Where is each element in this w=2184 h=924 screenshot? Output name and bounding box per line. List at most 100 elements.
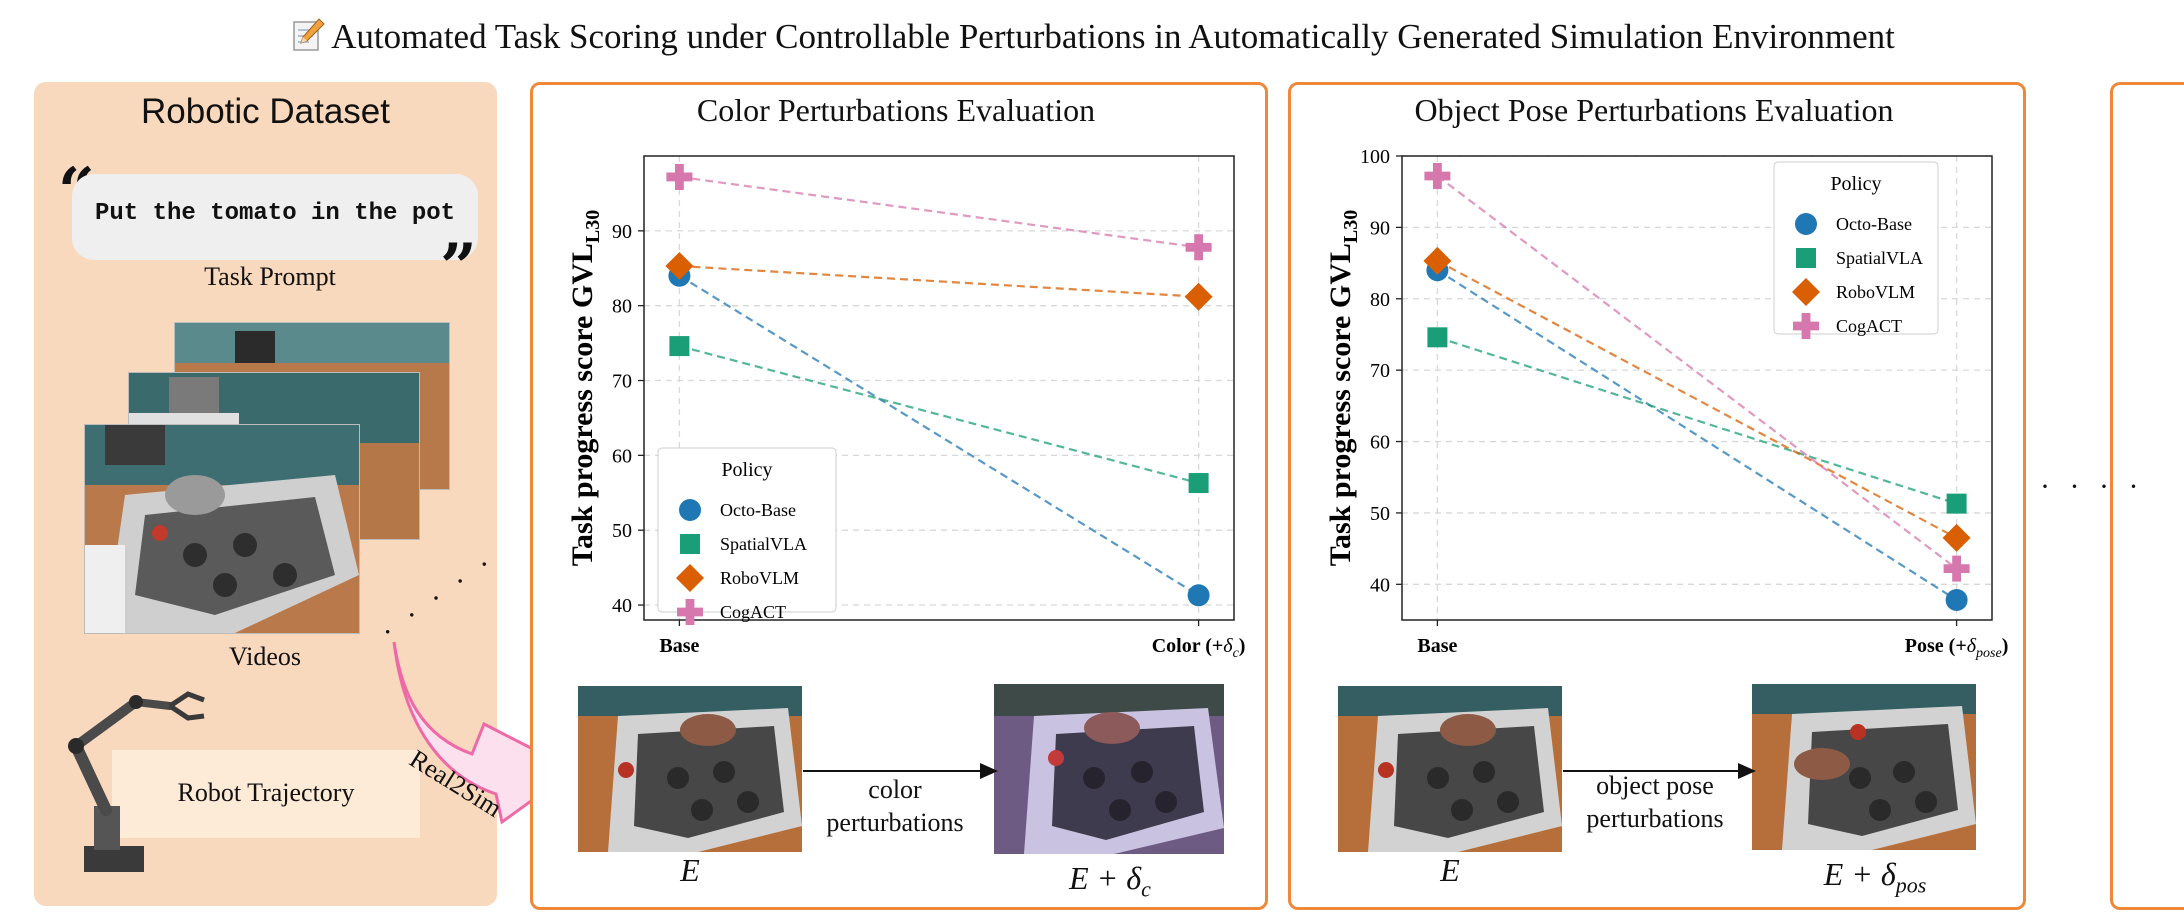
series-line-robovlm bbox=[1436, 259, 1958, 539]
y-tick-label-2: 60 bbox=[612, 445, 632, 467]
series-line-cogact bbox=[1436, 175, 1958, 570]
series-line-cogact bbox=[679, 175, 1199, 249]
legend-label-cogact: CogACT bbox=[1836, 316, 1902, 336]
color-panel-title: Color Perturbations Evaluation bbox=[696, 92, 1096, 128]
y-tick-label-5: 90 bbox=[612, 221, 632, 243]
x-tick-label-1: Pose (+δpose) bbox=[1905, 635, 2009, 661]
dataset-heading: Robotic Dataset bbox=[140, 92, 391, 131]
y-tick-label-4: 80 bbox=[612, 296, 632, 318]
pose-arrow-line bbox=[1563, 770, 1745, 772]
legend-label-octo-base: Octo-Base bbox=[720, 500, 796, 520]
title-text: Automated Task Scoring under Controllabl… bbox=[331, 17, 1895, 56]
pose-perturbation-chart: 40 50 60 70 80 90 100 Base Pose (+δpose) Task pro… bbox=[1324, 146, 2009, 661]
color-caption-after-text: E + δ bbox=[1069, 860, 1142, 896]
next-panel-edge bbox=[2110, 82, 2184, 910]
point-spatialvla-0 bbox=[669, 336, 690, 357]
y-axis-label: Task progress score GVLL30 bbox=[566, 210, 604, 566]
legend-title: Policy bbox=[1830, 173, 1881, 195]
plot-frame bbox=[643, 155, 1235, 621]
color-caption-after: E + δc bbox=[1020, 860, 1200, 902]
point-robovlm-1 bbox=[1184, 282, 1213, 311]
y-tick-label-4: 80 bbox=[1370, 289, 1390, 311]
y-tick-label-2: 60 bbox=[1370, 432, 1390, 454]
pose-caption-after: E + δpos bbox=[1780, 856, 1970, 898]
point-cogact-0 bbox=[666, 163, 693, 190]
y-tick-label-1: 50 bbox=[1370, 503, 1390, 525]
pose-arrow-caption-line2: perturbations bbox=[1586, 803, 1724, 833]
series-line-spatialvla bbox=[1437, 336, 1957, 505]
point-octo-base-1 bbox=[1945, 589, 1968, 612]
legend-marker-spatialvla bbox=[1796, 248, 1816, 268]
real2sim-arrow-icon bbox=[392, 641, 577, 825]
trajectory-label: Robot Trajectory bbox=[177, 778, 355, 807]
trajectory-box bbox=[112, 750, 420, 838]
y-tick-label-6: 100 bbox=[1360, 146, 1390, 168]
y-tick-label-3: 70 bbox=[1370, 360, 1390, 382]
point-spatialvla-1 bbox=[1946, 493, 1967, 514]
color-caption-after-sub: c bbox=[1141, 876, 1151, 902]
legend-marker-octo-base bbox=[1795, 213, 1817, 235]
legend-marker-robovlm bbox=[676, 564, 704, 592]
point-cogact-0 bbox=[1424, 162, 1451, 189]
pose-arrow-caption: object pose perturbations bbox=[1560, 770, 1750, 835]
y-tick-label-3: 70 bbox=[612, 371, 632, 393]
series-line-octo-base bbox=[678, 274, 1200, 597]
videos-label: Videos bbox=[228, 642, 302, 671]
legend-title: Policy bbox=[721, 459, 772, 481]
point-octo-base-1 bbox=[1187, 584, 1210, 607]
y-axis-label: Task progress score GVLL30 bbox=[1324, 210, 1362, 566]
color-arrow-caption-line1: color bbox=[868, 775, 922, 804]
memo-icon bbox=[293, 18, 325, 51]
point-robovlm-0 bbox=[1423, 246, 1452, 275]
color-caption-before: E bbox=[680, 852, 700, 888]
series-line-spatialvla bbox=[679, 345, 1199, 485]
legend-marker-cogact bbox=[1793, 313, 1819, 339]
color-arrow-caption: color perturbations bbox=[800, 774, 990, 839]
point-robovlm-1 bbox=[1942, 523, 1971, 552]
pose-arrow-caption-line1: object pose bbox=[1596, 771, 1714, 800]
legend-label-spatialvla: SpatialVLA bbox=[720, 534, 807, 554]
legend-marker-cogact bbox=[677, 599, 703, 625]
pose-caption-after-text: E + δ bbox=[1823, 856, 1896, 892]
color-scene-before bbox=[578, 686, 802, 852]
pose-caption-after-sub: pos bbox=[1895, 872, 1927, 898]
y-tick-label-5: 90 bbox=[1370, 217, 1390, 239]
close-quote-icon: ” bbox=[440, 230, 477, 305]
pose-arrowhead-icon bbox=[1738, 763, 1756, 779]
series-line-robovlm bbox=[679, 264, 1199, 298]
point-cogact-1 bbox=[1185, 234, 1212, 261]
pose-panel-title: Object Pose Perturbations Evaluation bbox=[1414, 92, 1894, 128]
video-frame-1 bbox=[84, 424, 360, 634]
x-tick-label-0: Base bbox=[1417, 635, 1457, 657]
legend-marker-robovlm bbox=[1792, 278, 1820, 306]
y-tick-label-0: 40 bbox=[1370, 574, 1390, 596]
series-line-octo-base bbox=[1436, 269, 1958, 601]
pose-scene-after bbox=[1752, 684, 1976, 850]
color-scene-after bbox=[994, 684, 1224, 854]
legend-marker-octo-base bbox=[679, 499, 701, 521]
point-robovlm-0 bbox=[665, 252, 694, 281]
prompt-box bbox=[72, 174, 478, 260]
point-spatialvla-1 bbox=[1188, 473, 1209, 494]
plot-frame bbox=[1401, 155, 1993, 621]
legend-label-robovlm: RoboVLM bbox=[720, 568, 799, 588]
point-cogact-1 bbox=[1943, 555, 1970, 582]
more-panels-ellipsis: · · · · bbox=[2040, 470, 2145, 503]
page-title: Automated Task Scoring under Controllabl… bbox=[0, 16, 2184, 57]
pose-caption-before: E bbox=[1440, 852, 1460, 888]
pose-scene-before bbox=[1338, 686, 1562, 852]
legend-box bbox=[657, 447, 837, 613]
color-arrow-line bbox=[803, 770, 987, 772]
prompt-text: Put the tomato in the pot bbox=[94, 200, 456, 227]
color-arrowhead-icon bbox=[980, 763, 998, 779]
color-arrow-caption-line2: perturbations bbox=[826, 807, 964, 837]
color-perturbation-chart: 40 50 60 70 80 90 Base Color (+δc) Task progress… bbox=[566, 155, 1246, 661]
legend-label-cogact: CogACT bbox=[720, 602, 786, 622]
y-tick-label-0: 40 bbox=[612, 595, 632, 617]
prompt-label: Task Prompt bbox=[204, 262, 336, 291]
x-tick-label-1: Color (+δc) bbox=[1152, 635, 1246, 661]
point-spatialvla-0 bbox=[1427, 327, 1448, 348]
x-tick-label-0: Base bbox=[659, 635, 699, 657]
robot-arm-icon bbox=[68, 691, 205, 872]
legend-label-robovlm: RoboVLM bbox=[1836, 282, 1915, 302]
